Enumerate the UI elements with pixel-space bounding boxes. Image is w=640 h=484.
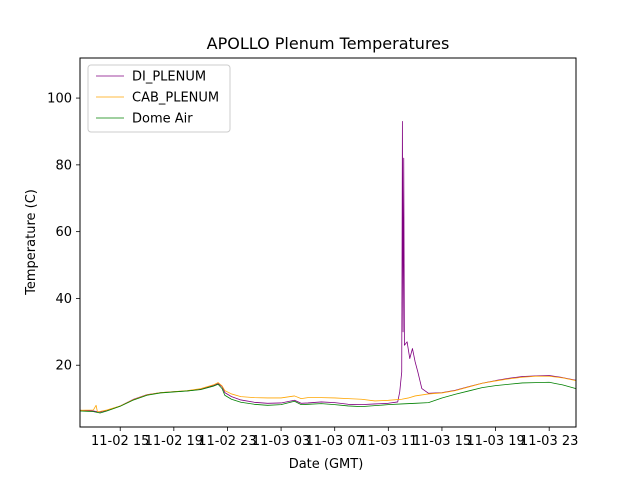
- x-tick-label: 11-02 19: [145, 434, 203, 449]
- y-tick-label: 80: [55, 158, 72, 173]
- y-axis-label: Temperature (C): [24, 189, 39, 296]
- y-tick-label: 60: [55, 225, 72, 240]
- x-tick-label: 11-02 23: [198, 434, 256, 449]
- legend: DI_PLENUM CAB_PLENUM Dome Air: [87, 64, 231, 133]
- x-tick-label: 11-03 19: [466, 434, 524, 449]
- y-tick-label: 100: [47, 92, 72, 107]
- x-tick-label: 11-03 03: [252, 434, 310, 449]
- legend-label: DI_PLENUM: [132, 70, 206, 85]
- x-tick-label: 11-02 15: [91, 434, 149, 449]
- legend-box: [87, 64, 231, 133]
- x-tick-label: 11-03 07: [305, 434, 363, 449]
- x-tick-label: 11-03 23: [520, 434, 578, 449]
- series-line-dome-air: [79, 381, 577, 414]
- x-axis-label: Date (GMT): [289, 457, 364, 472]
- legend-label: CAB_PLENUM: [132, 91, 219, 106]
- legend-label: Dome Air: [132, 112, 193, 127]
- y-tick-label: 20: [55, 359, 72, 374]
- chart-title: APOLLO Plenum Temperatures: [207, 34, 450, 53]
- x-tick-label: 11-03 15: [413, 434, 471, 449]
- y-tick-label: 40: [55, 292, 72, 307]
- x-tick-label: 11-03 11: [359, 434, 417, 449]
- axes-frame: [79, 57, 577, 428]
